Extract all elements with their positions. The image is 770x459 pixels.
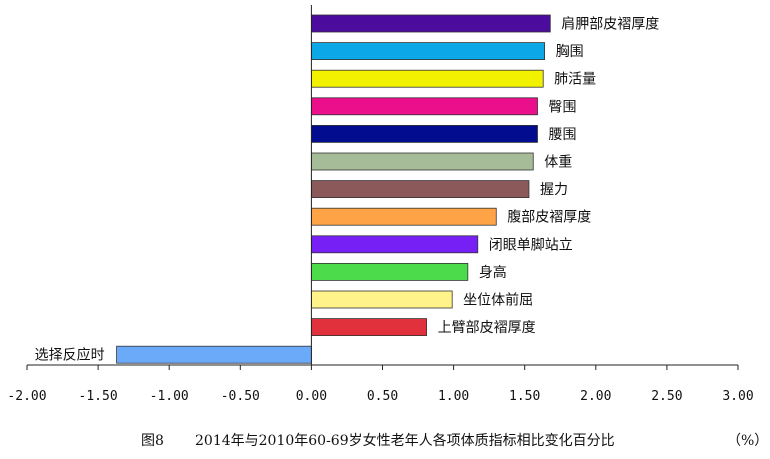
bar-label-6: 体重: [544, 155, 572, 171]
x-tick-label-6: 0.50: [367, 389, 398, 404]
bar-13: [116, 345, 312, 364]
x-tick-label-11: 3.00: [722, 389, 753, 404]
bar-9: [310, 235, 479, 254]
bar-label-13: 选择反应时: [35, 347, 105, 364]
bar-2: [310, 42, 546, 60]
x-tick-label-1: -2.00: [7, 389, 46, 404]
figure-number: 图8: [141, 433, 164, 449]
x-tick-label-5: 0.00: [296, 389, 327, 404]
x-tick-label-2: -1.50: [79, 389, 118, 404]
x-tick-label-4: -0.50: [221, 389, 260, 404]
x-tick-label-8: 1.50: [509, 389, 540, 404]
x-ticks-group: -2.00 -1.50 -1.00 -0.50 0.00 0.50 1.00 1.50 2.00…: [7, 365, 754, 404]
bar-6: [310, 152, 534, 171]
bar-label-11: 坐位体前屈: [463, 292, 533, 309]
bar-7: [310, 180, 530, 199]
bar-12: [310, 318, 427, 337]
bar-label-2: 胸围: [556, 44, 584, 60]
bar-label-10: 身高: [479, 264, 507, 281]
bar-label-7: 握力: [540, 182, 568, 198]
x-tick-label-3: -1.00: [150, 389, 189, 404]
bar-3: [310, 69, 544, 88]
bar-5: [310, 125, 538, 143]
category-labels-group: 肩胛部皮褶厚度胸围肺活量臀围腰围体重握力腹部皮褶厚度闭眼单脚站立身高坐位体前屈上…: [35, 17, 660, 364]
bars-group: [116, 14, 551, 364]
bar-label-12: 上臂部皮褶厚度: [438, 320, 536, 336]
bar-label-1: 肩胛部皮褶厚度: [561, 17, 659, 33]
figure-unit: （%）: [727, 433, 769, 449]
bar-4: [310, 97, 538, 116]
bar-1: [310, 14, 551, 33]
bar-chart: 肩胛部皮褶厚度胸围肺活量臀围腰围体重握力腹部皮褶厚度闭眼单脚站立身高坐位体前屈上…: [7, 5, 754, 404]
x-tick-label-10: 2.50: [651, 389, 682, 404]
bar-label-4: 臀围: [548, 99, 576, 115]
figure-title: 2014年与2010年60-69岁女性老年人各项体质指标相比变化百分比: [195, 433, 615, 449]
x-tick-label-7: 1.00: [438, 389, 469, 404]
bar-label-8: 腹部皮褶厚度: [507, 209, 591, 226]
bar-11: [310, 290, 453, 309]
bar-8: [310, 207, 497, 226]
bar-10: [310, 262, 469, 281]
x-tick-label-9: 2.00: [580, 389, 611, 404]
bar-label-5: 腰围: [548, 127, 576, 143]
bar-label-3: 肺活量: [554, 72, 596, 88]
bar-label-9: 闭眼单脚站立: [489, 237, 573, 253]
